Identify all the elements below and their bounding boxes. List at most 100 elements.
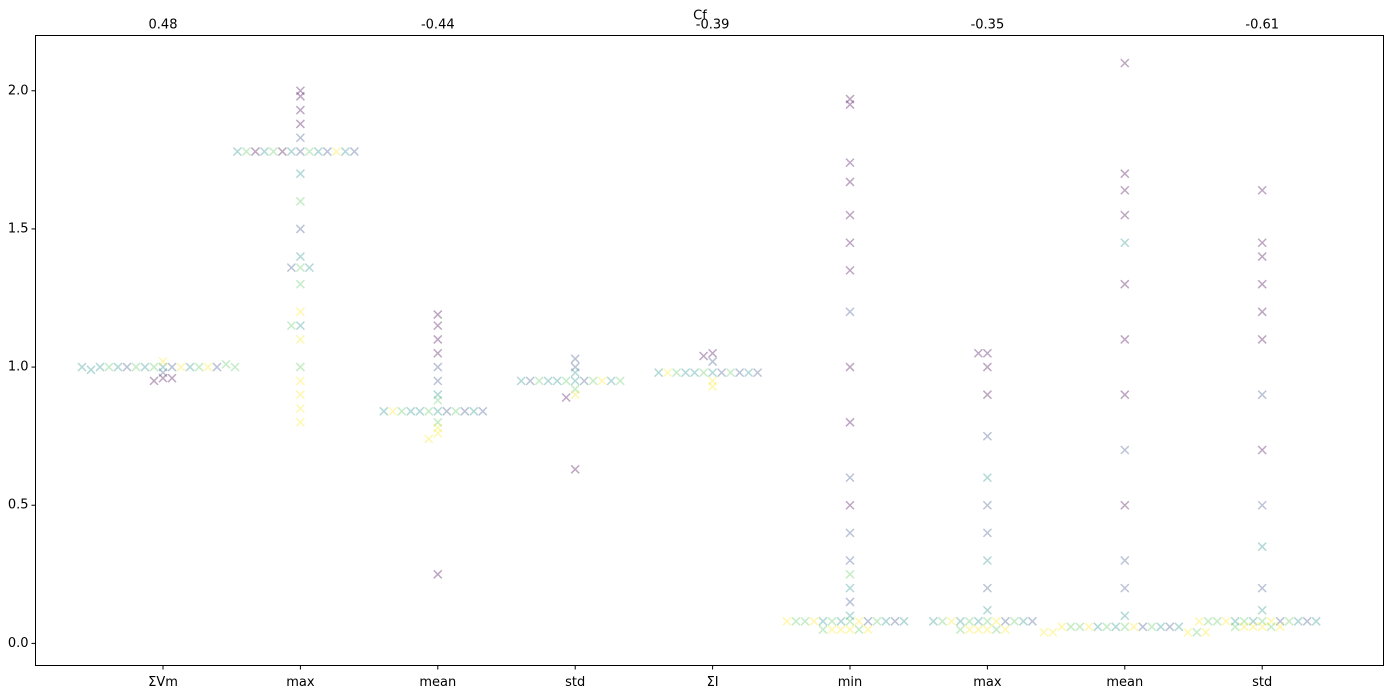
point — [881, 616, 891, 626]
point — [845, 500, 855, 510]
point — [304, 263, 314, 273]
point — [424, 434, 434, 444]
point — [570, 390, 580, 400]
annotation: -0.35 — [971, 18, 1005, 33]
point — [1120, 611, 1130, 621]
point — [1257, 605, 1267, 615]
point — [1257, 583, 1267, 593]
point — [561, 392, 571, 403]
point — [827, 616, 837, 626]
point — [113, 362, 123, 372]
point — [230, 362, 240, 372]
point — [818, 625, 828, 635]
y-tick-label: 0.0 — [8, 636, 29, 651]
point — [570, 376, 580, 386]
point — [1248, 622, 1258, 632]
point — [1147, 622, 1157, 632]
point — [442, 406, 452, 416]
point — [845, 362, 855, 372]
x-tick-label: mean — [1106, 675, 1143, 690]
point — [1000, 616, 1010, 626]
point — [982, 473, 992, 483]
point — [516, 376, 526, 386]
point — [86, 365, 96, 375]
point — [973, 348, 983, 358]
point — [295, 334, 305, 344]
point — [185, 362, 195, 372]
point — [1183, 627, 1193, 637]
point — [597, 376, 607, 386]
point — [570, 362, 580, 372]
point — [433, 334, 443, 344]
point — [194, 362, 204, 372]
point — [654, 368, 664, 378]
point — [1257, 445, 1267, 455]
point — [286, 263, 296, 273]
point — [1266, 622, 1276, 632]
point — [295, 417, 305, 427]
point — [588, 376, 598, 386]
point — [149, 362, 159, 372]
point — [845, 611, 855, 621]
point — [295, 362, 305, 372]
point — [991, 625, 1001, 635]
point — [424, 406, 434, 416]
point — [203, 362, 213, 372]
point — [388, 406, 398, 416]
point — [955, 625, 965, 635]
point — [1093, 622, 1103, 632]
point — [845, 238, 855, 248]
point — [286, 321, 296, 331]
point — [433, 395, 443, 405]
point — [1257, 307, 1267, 317]
point — [1257, 334, 1267, 344]
point — [836, 625, 846, 635]
point — [845, 417, 855, 427]
point — [982, 348, 992, 358]
point — [1066, 622, 1076, 632]
point — [1174, 622, 1184, 632]
point — [1009, 616, 1019, 626]
point — [561, 376, 571, 386]
point — [322, 147, 332, 157]
point — [158, 368, 168, 378]
point — [295, 91, 305, 101]
point — [1212, 616, 1222, 626]
point — [1102, 622, 1112, 632]
point — [1284, 616, 1294, 626]
point — [433, 423, 443, 433]
point — [690, 368, 700, 378]
point — [379, 406, 389, 416]
point — [433, 376, 443, 386]
point — [1120, 169, 1130, 179]
point — [95, 362, 105, 372]
point — [1048, 627, 1058, 637]
y-tick-label: 0.5 — [8, 498, 29, 513]
point — [570, 464, 580, 474]
point — [525, 376, 535, 386]
point — [460, 406, 470, 416]
point — [259, 147, 269, 157]
point — [1165, 622, 1175, 632]
point — [534, 376, 544, 386]
point — [1311, 616, 1321, 626]
point — [1120, 279, 1130, 289]
point — [313, 147, 323, 157]
point — [433, 348, 443, 358]
point — [973, 616, 983, 626]
point — [1266, 616, 1276, 626]
point — [1120, 210, 1130, 220]
point — [277, 147, 287, 157]
point — [937, 616, 947, 626]
point — [140, 362, 150, 372]
x-tick-label: max — [973, 675, 1002, 690]
point — [1230, 616, 1240, 626]
point — [1111, 622, 1121, 632]
point — [295, 376, 305, 386]
point — [991, 616, 1001, 626]
point — [1230, 622, 1240, 632]
point — [212, 362, 222, 372]
point — [845, 473, 855, 483]
point — [1257, 238, 1267, 248]
